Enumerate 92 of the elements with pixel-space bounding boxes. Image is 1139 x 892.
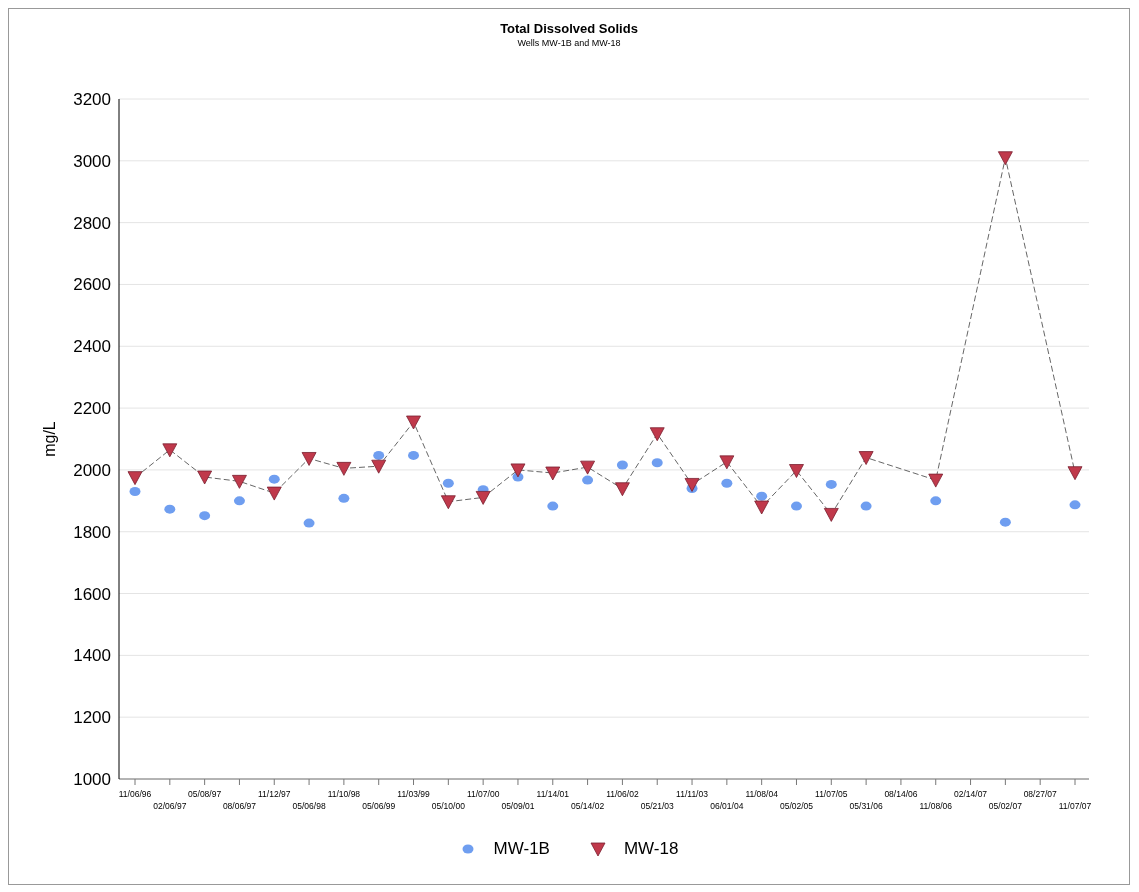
point (301, 452, 317, 466)
y-tick-label: 2200 (73, 399, 111, 419)
x-tick-label: 11/11/03 (676, 789, 709, 799)
point (268, 474, 280, 484)
point (266, 486, 282, 501)
point (789, 464, 804, 478)
x-tick-label: 11/10/98 (327, 789, 361, 799)
point (164, 504, 176, 514)
point (616, 460, 628, 470)
y-tick-label: 2600 (73, 275, 111, 295)
chart-title: Total Dissolved Solids (499, 21, 639, 36)
point (406, 415, 421, 430)
x-tick-label: 05/06/99 (362, 801, 396, 811)
point (651, 458, 663, 468)
point (545, 466, 561, 481)
x-tick-label: 08/06/97 (222, 801, 257, 811)
y-tick-label: 2800 (73, 213, 111, 233)
point (858, 451, 874, 465)
point (999, 517, 1011, 527)
x-tick-label: 11/06/96 (118, 789, 152, 799)
x-tick-label: 05/31/06 (849, 801, 883, 811)
y-tick-label: 1200 (73, 708, 111, 728)
x-tick-label: 05/06/98 (292, 801, 326, 811)
point (756, 491, 768, 501)
x-tick-label: 06/01/04 (710, 801, 744, 811)
point (371, 459, 387, 474)
point (580, 460, 595, 475)
point (442, 478, 454, 488)
point (754, 500, 770, 515)
point (860, 501, 872, 511)
point (510, 463, 526, 478)
point (825, 479, 837, 489)
x-tick-label: 05/09/01 (501, 801, 535, 811)
x-tick-label: 05/08/97 (188, 789, 222, 799)
point (684, 478, 700, 492)
y-tick-label: 1800 (73, 522, 111, 542)
point (162, 443, 178, 458)
point (928, 473, 944, 488)
point (338, 493, 350, 503)
x-tick-label: 11/07/07 (1058, 801, 1092, 811)
point (823, 508, 839, 522)
point (475, 491, 491, 505)
point (719, 455, 735, 470)
point (408, 450, 420, 460)
legend-label: MW-1B (492, 839, 550, 859)
point (232, 474, 247, 489)
point (129, 487, 141, 497)
x-tick-label: 02/14/07 (954, 789, 988, 799)
point (615, 482, 630, 497)
chart-subtitle: Wells MW-1B and MW-18 (516, 38, 622, 48)
point (373, 450, 385, 460)
point (547, 501, 559, 511)
y-tick-label: 1600 (73, 584, 111, 604)
point (1069, 500, 1081, 510)
y-tick-label: 2400 (73, 337, 111, 357)
point (930, 496, 942, 506)
x-tick-label: 11/07/05 (815, 789, 848, 799)
y-tick-label: 1000 (73, 770, 111, 790)
x-tick-label: 11/08/06 (919, 801, 953, 811)
x-tick-label: 11/08/04 (745, 789, 779, 799)
x-tick-label: 05/14/02 (571, 801, 605, 811)
point (336, 461, 352, 476)
legend-label: MW-18 (622, 839, 679, 859)
y-tick-label: 2000 (73, 460, 111, 480)
y-axis-title: mg/L (40, 421, 58, 457)
point (440, 495, 456, 510)
x-tick-label: 08/27/07 (1023, 789, 1057, 799)
point (582, 475, 594, 485)
point (997, 151, 1013, 166)
point (721, 478, 733, 488)
x-tick-label: 08/14/06 (884, 789, 918, 799)
x-tick-label: 11/14/01 (536, 789, 570, 799)
y-tick-label: 3000 (73, 151, 111, 171)
point (233, 496, 245, 506)
x-tick-label: 05/10/00 (431, 801, 466, 811)
x-tick-label: 11/12/97 (258, 789, 291, 799)
point (1067, 466, 1083, 481)
y-tick-label: 3200 (73, 90, 111, 110)
x-tick-label: 05/02/07 (988, 801, 1023, 811)
point (197, 470, 213, 485)
x-tick-label: 11/07/00 (466, 789, 500, 799)
x-tick-label: 02/06/97 (153, 801, 187, 811)
point (303, 518, 315, 528)
point (199, 511, 211, 521)
x-tick-label: 11/06/02 (606, 789, 639, 799)
point (790, 501, 802, 511)
y-tick-label: 1400 (73, 646, 111, 666)
x-tick-label: 05/02/05 (779, 801, 814, 811)
x-tick-label: 05/21/03 (640, 801, 675, 811)
point (649, 427, 665, 442)
point (127, 471, 143, 486)
x-tick-label: 11/03/99 (397, 789, 431, 799)
